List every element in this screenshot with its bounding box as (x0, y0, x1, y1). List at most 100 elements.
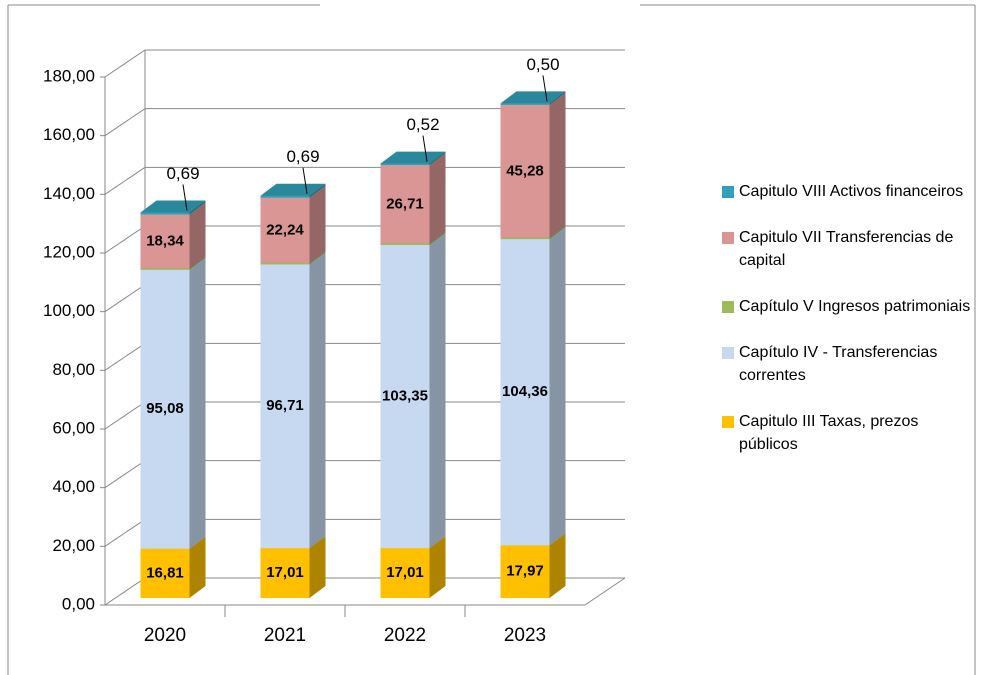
data-label: 0,69 (286, 147, 319, 166)
bar-front (380, 163, 430, 166)
leader-line (422, 135, 428, 162)
bar-side (429, 232, 446, 549)
bar-front (380, 243, 430, 245)
bar-top (380, 151, 446, 164)
bar-front (380, 165, 430, 244)
bar-side (189, 202, 206, 269)
bar-side (429, 153, 446, 244)
bar-side (549, 227, 566, 546)
bar-side (549, 533, 566, 598)
bar-front (500, 103, 550, 105)
grid-line (104, 342, 146, 371)
y-tick-label: 40,00 (52, 477, 95, 496)
y-tick-label: 60,00 (52, 418, 95, 437)
bar-front (500, 237, 550, 240)
data-label: 45,28 (506, 162, 544, 179)
bar-segment (380, 151, 446, 166)
legend-item: Capítulo IV - Transferencias correntes (722, 341, 972, 387)
bar-side (309, 536, 326, 598)
legend-swatch (722, 301, 734, 313)
legend-label: Capítulo V Ingresos patrimoniais (739, 298, 971, 315)
bar-side (189, 257, 206, 549)
bar-segment (500, 91, 566, 105)
bar-front (380, 244, 430, 549)
data-label: 17,97 (506, 563, 544, 580)
grid-line (104, 108, 146, 137)
bar-front (260, 262, 310, 265)
grid-line (104, 518, 146, 547)
data-label: 95,08 (146, 400, 184, 417)
bar-front (380, 548, 430, 598)
bar-side (189, 256, 206, 270)
bar-top (140, 200, 206, 213)
legend-label: Capitulo VII Transferencias de capital (739, 229, 954, 269)
grid-line (104, 460, 146, 489)
data-label: 103,35 (382, 387, 428, 404)
x-tick-label: 2022 (384, 625, 426, 646)
y-tick-label: 120,00 (43, 242, 95, 261)
legend-swatch (722, 232, 734, 244)
y-tick-label: 140,00 (43, 184, 95, 203)
bar-side (309, 250, 326, 265)
legend-label: Capitulo VIII Activos financeiros (739, 183, 964, 200)
data-label: 0,52 (406, 115, 439, 134)
legend-label: Capítulo IV - Transferencias correntes (739, 344, 938, 384)
bar-side (309, 185, 326, 263)
bar-front (140, 214, 190, 269)
legend-item: Capítulo V Ingresos patrimoniais (722, 295, 972, 318)
bar-front (260, 264, 310, 549)
bar-side (429, 151, 446, 166)
leader-line (542, 75, 548, 102)
x-tick-label: 2023 (504, 625, 546, 646)
legend: Capitulo VIII Activos financeiros Capitul… (722, 180, 972, 479)
bar-front (500, 104, 550, 238)
legend-swatch (722, 347, 734, 359)
legend-item: Capitulo III Taxas, prezos públicos (722, 410, 972, 456)
legend-item: Capitulo VII Transferencias de capital (722, 226, 972, 272)
bar-top (500, 91, 566, 104)
bar-side (549, 225, 566, 240)
bar-side (549, 91, 566, 105)
bar-segment (260, 252, 326, 549)
grid-line (104, 166, 146, 195)
legend-item: Capitulo VIII Activos financeiros (722, 180, 972, 203)
data-label: 17,01 (266, 564, 304, 581)
data-label: 104,36 (502, 383, 548, 400)
grid-line (104, 225, 146, 254)
data-label: 17,01 (386, 564, 424, 581)
data-label: 22,24 (266, 221, 304, 238)
y-tick-label: 80,00 (52, 360, 95, 379)
x-tick-label: 2020 (144, 625, 186, 646)
bar-side (429, 536, 446, 598)
legend-swatch (722, 416, 734, 428)
data-label: 26,71 (386, 195, 424, 212)
leader-line (302, 167, 308, 194)
bar-front (140, 212, 190, 215)
y-tick-label: 20,00 (52, 536, 95, 555)
legend-swatch (722, 186, 734, 198)
data-label: 0,69 (166, 164, 199, 183)
leader-line (182, 184, 188, 211)
bar-top (260, 183, 326, 196)
y-tick-label: 160,00 (43, 125, 95, 144)
y-tick-label: 0,00 (62, 594, 95, 613)
legend-label: Capitulo III Taxas, prezos públicos (739, 413, 919, 453)
bar-side (189, 200, 206, 215)
data-label: 16,81 (146, 564, 184, 581)
bar-side (429, 231, 446, 245)
grid-line (104, 49, 146, 78)
bar-side (189, 536, 206, 598)
bar-front (500, 239, 550, 546)
bar-front (140, 269, 190, 549)
bar-front (260, 548, 310, 598)
data-label: 18,34 (146, 232, 184, 249)
y-tick-label: 100,00 (43, 301, 95, 320)
bar-front (140, 268, 190, 270)
bar-front (500, 545, 550, 598)
grid-line (104, 284, 146, 313)
bar-side (549, 92, 566, 238)
bar-front (260, 197, 310, 263)
data-label: 0,50 (526, 55, 559, 74)
